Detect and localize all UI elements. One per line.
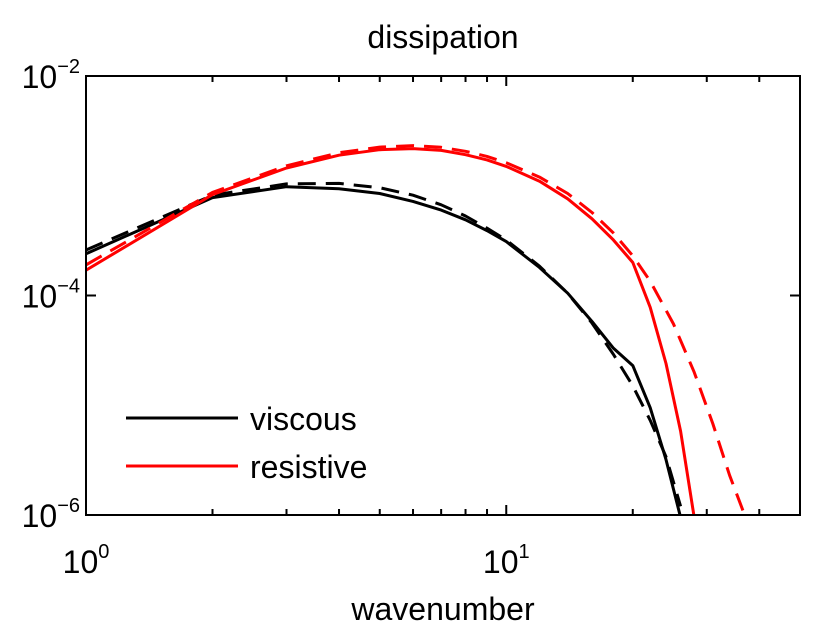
y-tick-label: 10−2 <box>22 56 80 95</box>
x-tick-label: 101 <box>483 541 530 580</box>
series-line-viscous <box>86 185 682 515</box>
y-tick-label: 10−6 <box>22 495 80 534</box>
x-axis-label: wavenumber <box>350 591 535 627</box>
legend-label-resistive: resistive <box>250 449 367 485</box>
plot-frame <box>85 75 801 516</box>
chart-title: dissipation <box>367 19 518 55</box>
series-line-resistive <box>86 147 696 515</box>
series-layer <box>86 144 747 515</box>
series-line-resistive-model <box>86 144 747 515</box>
y-tick-label: 10−4 <box>22 276 80 315</box>
series-line-viscous-model <box>86 181 683 507</box>
ticks-layer: 100 101 10−2 10−4 10−6 <box>22 56 800 580</box>
x-tick-label: 100 <box>63 541 110 580</box>
legend: viscous resistive <box>126 401 367 485</box>
legend-label-viscous: viscous <box>250 401 357 437</box>
